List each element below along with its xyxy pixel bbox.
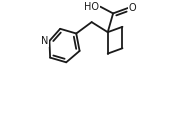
Text: HO: HO [84,2,99,12]
Text: O: O [129,3,137,13]
Text: N: N [41,36,48,46]
